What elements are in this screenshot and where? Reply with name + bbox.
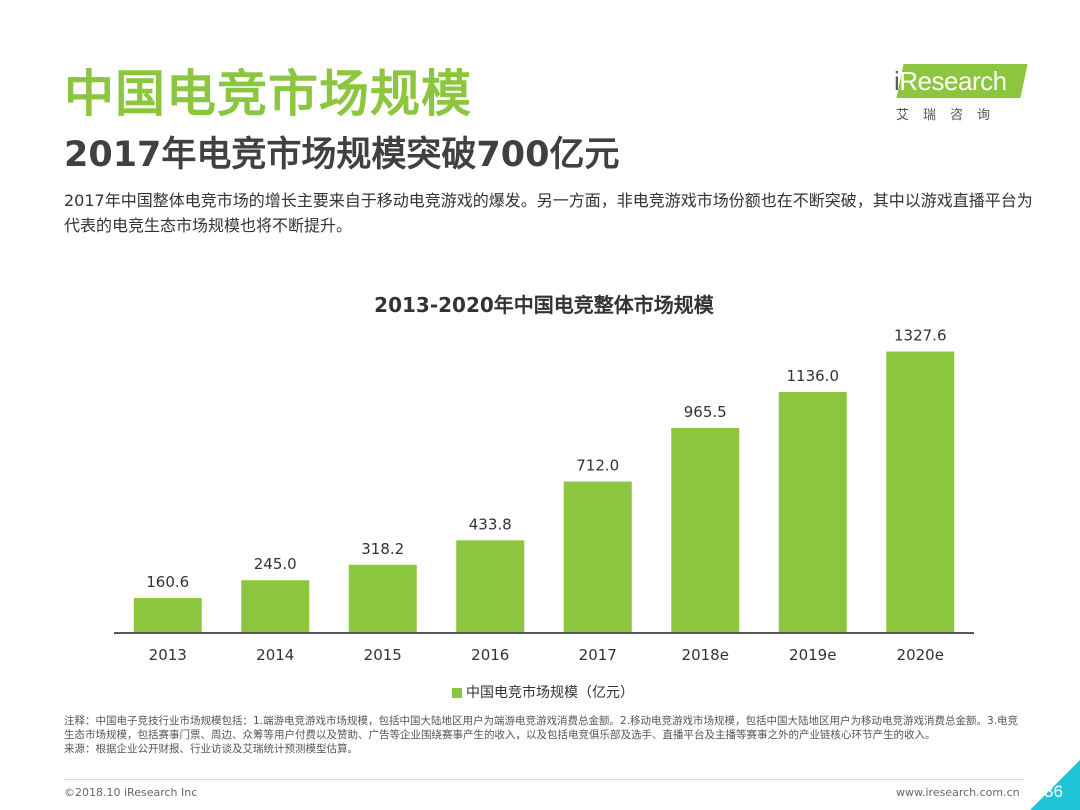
copyright: ©2018.10 iResearch Inc [64,786,198,799]
legend-label: 中国电竞市场规模（亿元） [466,684,634,701]
value-label-2014: 245.0 [254,555,297,573]
page-corner-triangle [1030,760,1080,810]
bar-2013 [133,598,202,632]
x-tick-2015: 2015 [364,646,402,664]
x-tick-2018e: 2018e [682,646,729,664]
logo-research: Research [899,66,1007,96]
chart-notes: 注释：中国电子竞技行业市场规模包括：1.端游电竞游戏市场规模，包括中国大陆地区用… [64,714,1024,756]
website-link[interactable]: www.iresearch.com.cn [896,786,1020,799]
bar-2016 [456,540,525,632]
source-text: 来源：根据企业公开财报、行业访谈及艾瑞统计预测模型估算。 [64,743,358,755]
x-tick-2013: 2013 [149,646,187,664]
x-tick-2017: 2017 [579,646,617,664]
x-tick-2020e: 2020e [897,646,944,664]
bar-2020e [886,351,955,632]
logo-chinese-name: 艾瑞咨询 [896,108,1005,123]
value-label-2016: 433.8 [469,515,512,533]
description-text: 2017年中国整体电竞市场的增长主要来自于移动电竞游戏的爆发。另一方面，非电竞游… [64,191,1033,235]
legend: 中国电竞市场规模（亿元） [452,684,634,701]
iresearch-logo: iResearch 艾瑞咨询 [888,62,1028,124]
legend-swatch [452,688,462,698]
footer-divider [64,779,1024,780]
value-label-2013: 160.6 [146,573,189,591]
logo-i: i [894,66,900,96]
value-label-2017: 712.0 [576,457,619,475]
value-label-2018e: 965.5 [684,403,727,421]
page-title: 中国电竞市场规模 [64,65,472,123]
bar-2014 [241,580,310,632]
bar-chart: 2013-2020年中国电竞整体市场规模 160.6 2013 245.0 2014 3… [114,293,974,701]
bar-2019e [778,392,847,632]
x-tick-2016: 2016 [471,646,509,664]
value-label-2020e: 1327.6 [894,327,947,345]
bar-2017 [563,481,632,632]
page-subtitle: 2017年电竞市场规模突破700亿元 [64,135,620,175]
bar-2018e [671,428,740,632]
bars-group: 160.6 2013 245.0 2014 318.2 2015 433.8 2016 712.… [133,327,955,664]
x-tick-2014: 2014 [256,646,294,664]
bar-2015 [348,564,417,632]
value-label-2015: 318.2 [361,540,404,558]
page-number: 36 [1044,782,1063,801]
logo-wordmark: iResearch [894,66,1007,97]
x-tick-2019e: 2019e [789,646,836,664]
chart-title: 2013-2020年中国电竞整体市场规模 [374,293,715,317]
note-text: 注释：中国电子竞技行业市场规模包括：1.端游电竞游戏市场规模，包括中国大陆地区用… [64,715,1019,741]
value-label-2019e: 1136.0 [787,367,840,385]
